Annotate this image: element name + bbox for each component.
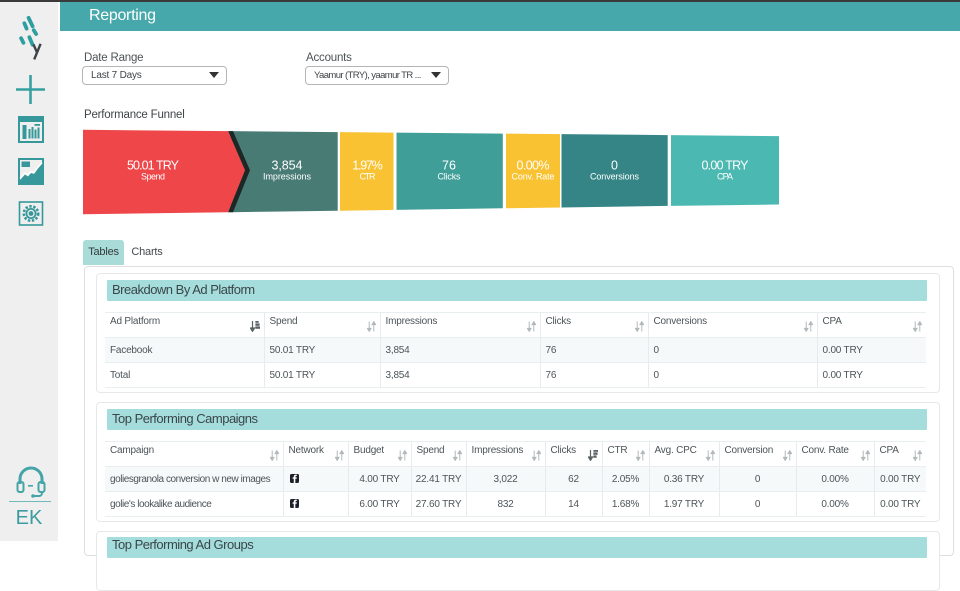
svg-text:0.00%: 0.00% xyxy=(517,158,550,172)
svg-text:76: 76 xyxy=(442,158,456,172)
svg-text:CTR: CTR xyxy=(360,172,377,182)
svg-text:Conv. Rate: Conv. Rate xyxy=(512,172,555,182)
svg-text:Clicks: Clicks xyxy=(438,172,462,182)
svg-text:Spend: Spend xyxy=(141,172,165,182)
svg-text:3,854: 3,854 xyxy=(272,158,303,172)
svg-text:Impressions: Impressions xyxy=(263,172,312,182)
svg-text:50.01 TRY: 50.01 TRY xyxy=(127,158,180,172)
svg-text:CPA: CPA xyxy=(717,172,733,182)
svg-text:1.97%: 1.97% xyxy=(352,158,383,172)
svg-text:0: 0 xyxy=(611,158,618,172)
svg-text:0.00 TRY: 0.00 TRY xyxy=(702,158,750,172)
svg-text:Conversions: Conversions xyxy=(590,172,640,182)
